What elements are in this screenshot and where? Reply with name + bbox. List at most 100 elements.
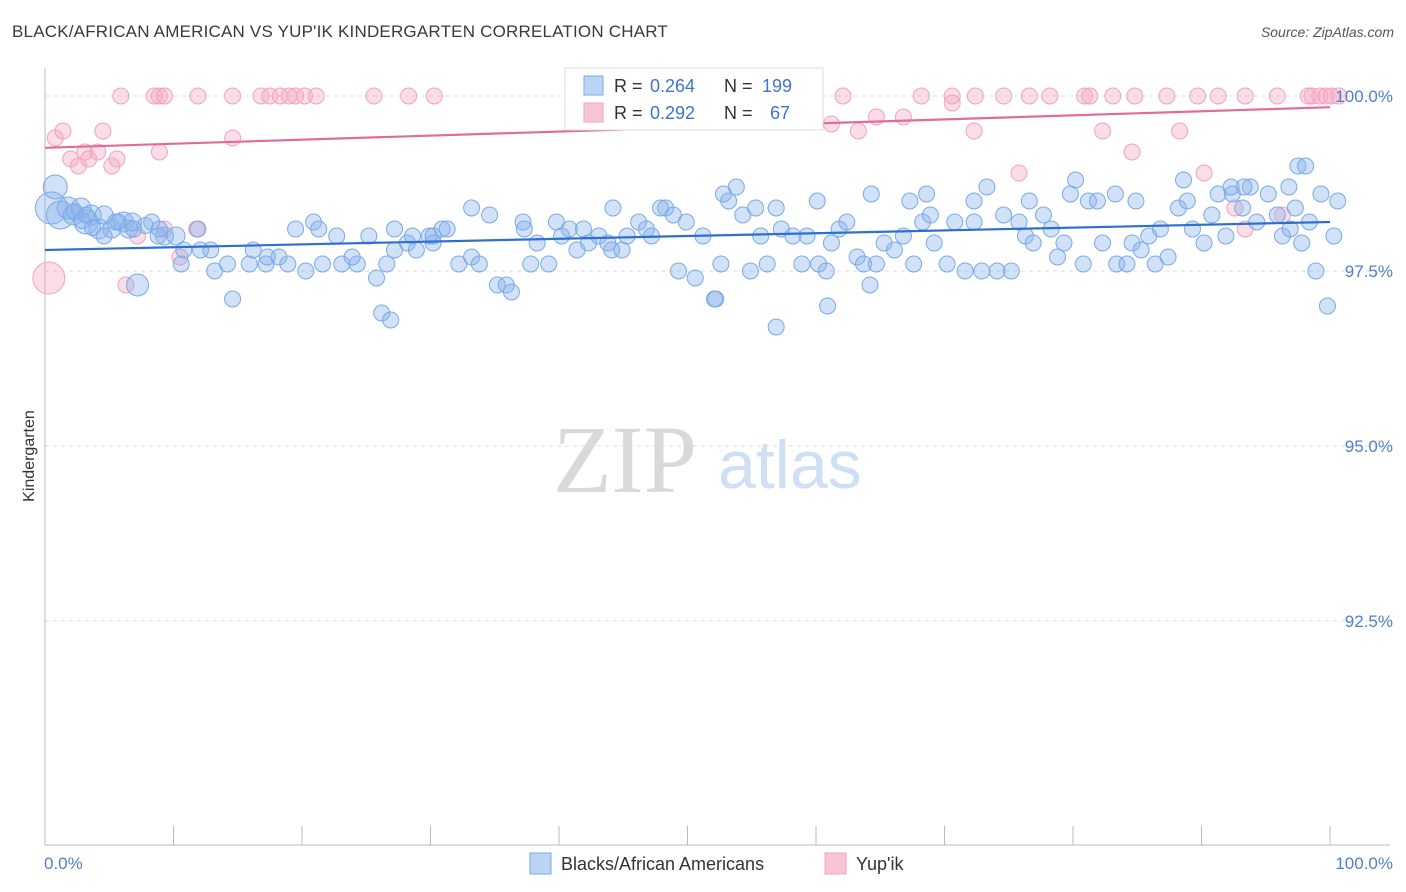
blacks-point — [1268, 206, 1286, 224]
blacks-point — [652, 199, 670, 217]
blacks-point — [921, 206, 939, 224]
blacks-point — [1106, 185, 1124, 203]
blacks-point — [433, 220, 451, 238]
yupik-point — [1171, 122, 1189, 140]
stat-n-label: N = — [724, 76, 753, 96]
yupik-point — [1076, 87, 1094, 105]
yupik-point — [400, 87, 418, 105]
blacks-point — [149, 227, 167, 245]
yupik-point — [1317, 87, 1335, 105]
legend: Blacks/African Americans Yup'ik — [529, 852, 904, 875]
blacks-point — [1108, 255, 1126, 273]
yupik-point — [261, 87, 279, 105]
blacks-point — [741, 262, 759, 280]
blacks-point — [686, 269, 704, 287]
blacks-point — [240, 255, 258, 273]
blacks-point — [560, 220, 578, 238]
stat-r-value: 0.264 — [650, 76, 695, 96]
blacks-point — [328, 227, 346, 245]
blacks-point — [77, 206, 95, 224]
yupik-point — [280, 87, 298, 105]
blacks-point — [1055, 234, 1073, 252]
yupik-point — [1126, 87, 1144, 105]
blacks-point — [404, 227, 422, 245]
blacks-point — [314, 255, 332, 273]
y-tick-label: 97.5% — [1345, 262, 1393, 281]
blacks-point — [1217, 227, 1235, 245]
blacks-point — [1259, 185, 1277, 203]
blacks-point — [965, 213, 983, 231]
yupik-point — [224, 129, 242, 147]
blacks-point — [470, 255, 488, 273]
yupik-point — [1123, 143, 1141, 161]
blacks-point — [1049, 248, 1067, 266]
yupik-point — [849, 122, 867, 140]
blacks-point — [670, 262, 688, 280]
blacks-point — [956, 262, 974, 280]
blacks-point — [1088, 192, 1106, 210]
yupik-point — [1189, 87, 1207, 105]
blacks-point — [734, 206, 752, 224]
yupik-point — [1094, 122, 1112, 140]
blacks-point — [438, 220, 456, 238]
blacks-point — [279, 255, 297, 273]
yupik-point — [89, 143, 107, 161]
blacks-point — [1325, 227, 1343, 245]
yupik-point — [894, 108, 912, 126]
blacks-point — [1307, 262, 1325, 280]
blacks-point — [360, 227, 378, 245]
blacks-point — [1034, 206, 1052, 224]
blacks-point — [767, 318, 785, 336]
yupik-point — [150, 143, 168, 161]
blacks-point — [603, 241, 621, 259]
blacks-point — [373, 304, 391, 322]
blacks-point — [270, 248, 288, 266]
yupik-point — [912, 87, 930, 105]
blacks-point — [918, 185, 936, 203]
stat-r-label: R = — [614, 103, 643, 123]
yupik-point — [1041, 87, 1059, 105]
blacks-point — [386, 241, 404, 259]
blacks-point — [1280, 178, 1298, 196]
blacks-point — [166, 226, 186, 246]
yupik-point — [1209, 87, 1227, 105]
blacks-point — [125, 220, 143, 238]
yupik-point — [943, 87, 961, 105]
yupik-point — [32, 261, 66, 295]
yupik-point — [80, 150, 98, 168]
blacks-point — [42, 174, 68, 200]
legend-label-blacks: Blacks/African Americans — [561, 854, 764, 874]
blacks-point — [767, 199, 785, 217]
yupik-point — [94, 122, 112, 140]
blacks-point — [502, 283, 520, 301]
blacks-point — [224, 290, 242, 308]
blacks-point — [1127, 192, 1145, 210]
blacks-point — [515, 220, 533, 238]
blacks-point — [488, 276, 506, 294]
yupik-point — [189, 87, 207, 105]
blacks-point — [463, 199, 481, 217]
blacks-point — [206, 262, 224, 280]
blacks-point — [758, 255, 776, 273]
y-axis-label: Kindergarten — [21, 410, 38, 502]
yupik-point — [365, 87, 383, 105]
blacks-point — [965, 192, 983, 210]
blacks-point — [752, 227, 770, 245]
blacks-point — [1184, 220, 1202, 238]
stat-n-value: 199 — [762, 76, 792, 96]
yupik-point — [287, 87, 305, 105]
blacks-point — [867, 255, 885, 273]
blacks-point — [747, 199, 765, 217]
watermark-atlas: atlas — [718, 427, 862, 503]
blacks-point — [450, 255, 468, 273]
blacks-point — [382, 311, 400, 329]
blacks-point — [257, 255, 275, 273]
yupik-point — [1195, 164, 1213, 182]
yupik-point — [965, 122, 983, 140]
blacks-point — [540, 255, 558, 273]
blacks-point — [1203, 206, 1221, 224]
yupik-point — [1299, 87, 1317, 105]
yupik-point — [156, 87, 174, 105]
blacks-point — [822, 234, 840, 252]
